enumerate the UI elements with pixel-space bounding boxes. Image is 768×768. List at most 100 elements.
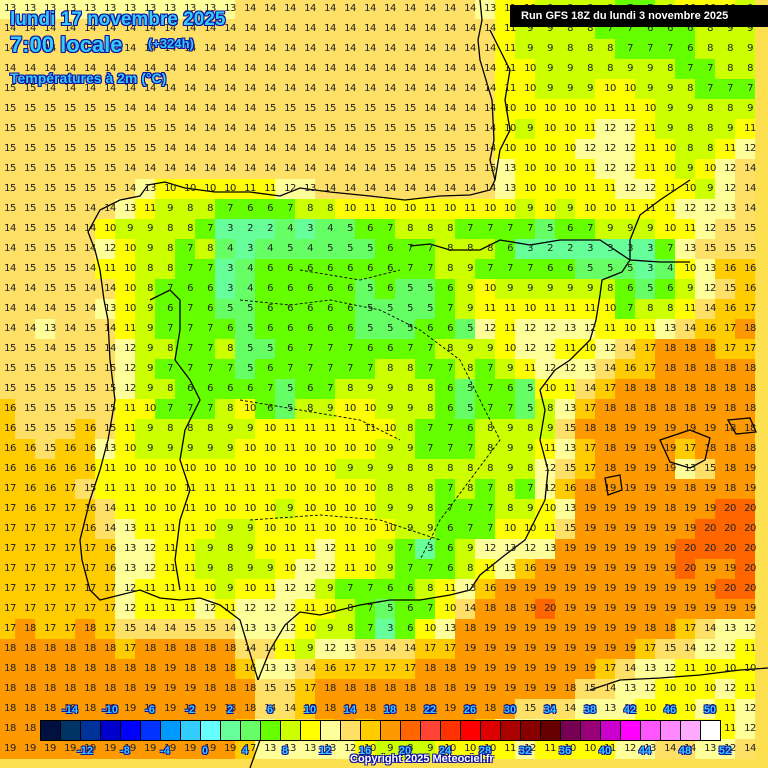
temperature-value: 9 [387, 383, 393, 394]
temperature-cell [15, 199, 35, 219]
temperature-value: 10 [104, 223, 116, 234]
temperature-value: 10 [684, 263, 696, 274]
temperature-cell [695, 199, 715, 219]
temperature-value: 6 [367, 223, 373, 234]
temperature-value: 10 [524, 63, 536, 74]
temperature-cell [155, 19, 175, 39]
temperature-cell [215, 99, 235, 119]
temperature-value: 9 [667, 83, 673, 94]
temperature-value: 13 [724, 203, 736, 214]
temperature-value: 7 [447, 423, 453, 434]
legend-swatch [661, 721, 681, 740]
temperature-value: 19 [584, 663, 596, 674]
temperature-value: 12 [604, 143, 616, 154]
legend-swatch [221, 721, 241, 740]
temperature-value: 11 [684, 663, 696, 674]
temperature-value: 10 [304, 463, 316, 474]
temperature-value: 14 [424, 23, 436, 34]
temperature-cell [375, 179, 395, 199]
temperature-value: 19 [584, 543, 596, 554]
temperature-value: 16 [524, 563, 536, 574]
temperature-value: 19 [644, 503, 656, 514]
temperature-value: 9 [147, 243, 153, 254]
temperature-value: 7 [687, 63, 693, 74]
temperature-value: 8 [427, 463, 433, 474]
temperature-value: 5 [367, 243, 373, 254]
temperature-value: 6 [447, 383, 453, 394]
temperature-value: 7 [227, 363, 233, 374]
legend-swatch [361, 721, 381, 740]
temperature-cell [155, 0, 175, 19]
temperature-cell [315, 159, 335, 179]
temperature-value: 18 [724, 363, 736, 374]
temperature-cell [155, 219, 175, 239]
temperature-value: 12 [544, 483, 556, 494]
temperature-cell [135, 0, 155, 19]
temperature-value: 12 [324, 643, 336, 654]
temperature-cell [0, 39, 15, 59]
temperature-value: 7 [367, 363, 373, 374]
temperature-value: 14 [684, 323, 696, 334]
temperature-cell [0, 79, 15, 99]
temperature-cell [15, 79, 35, 99]
temperature-value: 17 [64, 483, 76, 494]
temperature-cell [0, 19, 15, 39]
temperature-value: 11 [584, 123, 596, 134]
temperature-value: 17 [24, 523, 36, 534]
temperature-cell [555, 139, 575, 159]
temperature-cell [115, 219, 135, 239]
temperature-cell [375, 99, 395, 119]
temperature-value: 14 [604, 363, 616, 374]
legend-label-top: 22 [423, 704, 437, 716]
temperature-cell [255, 119, 275, 139]
temperature-value: 4 [227, 243, 233, 254]
temperature-cell [355, 139, 375, 159]
temperature-cell [735, 59, 755, 79]
temperature-value: 8 [147, 263, 153, 274]
temperature-cell [235, 0, 255, 19]
legend-label-bottom: 36 [558, 745, 572, 757]
temperature-value: 18 [24, 663, 36, 674]
temperature-value: 15 [4, 183, 16, 194]
temperature-cell [215, 39, 235, 59]
temperature-cell [195, 59, 215, 79]
temperature-cell [515, 139, 535, 159]
temperature-value: 18 [744, 363, 756, 374]
temperature-value: 19 [604, 583, 616, 594]
temperature-value: 7 [187, 363, 193, 374]
temperature-cell [255, 39, 275, 59]
temperature-value: 7 [347, 343, 353, 354]
temperature-value: 19 [664, 423, 676, 434]
temperature-value: 8 [527, 423, 533, 434]
temperature-value: 12 [324, 563, 336, 574]
legend-swatch [141, 721, 161, 740]
temperature-value: 6 [167, 303, 173, 314]
temperature-value: 12 [304, 583, 316, 594]
temperature-cell [435, 119, 455, 139]
temperature-value: 9 [547, 83, 553, 94]
temperature-value: 7 [227, 203, 233, 214]
temperature-value: 18 [164, 643, 176, 654]
temperature-cell [55, 199, 75, 219]
temperature-cell [15, 39, 35, 59]
temperature-value: 11 [264, 583, 276, 594]
legend-swatch [441, 721, 461, 740]
temperature-value: 2 [247, 223, 253, 234]
temperature-value: 15 [24, 403, 36, 414]
temperature-value: 19 [704, 603, 716, 614]
temperature-cell [555, 79, 575, 99]
temperature-value: 3 [647, 263, 653, 274]
temperature-value: 7 [367, 603, 373, 614]
legend-swatch [521, 721, 541, 740]
temperature-value: 17 [4, 583, 16, 594]
temperature-value: 17 [744, 303, 756, 314]
temperature-value: 8 [167, 243, 173, 254]
temperature-value: 14 [424, 43, 436, 54]
temperature-value: 10 [224, 183, 236, 194]
temperature-value: 10 [344, 203, 356, 214]
temperature-value: 13 [124, 523, 136, 534]
temperature-value: 15 [24, 103, 36, 114]
temperature-value: 18 [44, 683, 56, 694]
temperature-value: 18 [344, 683, 356, 694]
temperature-value: 7 [347, 363, 353, 374]
